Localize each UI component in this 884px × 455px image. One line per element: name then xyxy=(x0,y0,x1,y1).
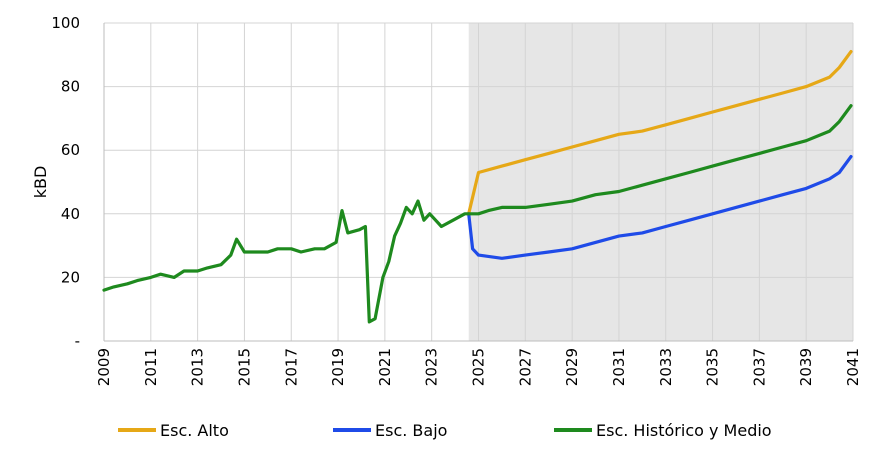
series-line-0 xyxy=(467,49,853,216)
y-axis-title: kBD xyxy=(31,166,50,199)
legend-item-alto: Esc. Alto xyxy=(118,414,229,446)
y-tick-label: 20 xyxy=(61,268,80,286)
x-tick-label: 2011 xyxy=(142,348,160,386)
legend-label-bajo: Esc. Bajo xyxy=(375,420,448,440)
x-tick-label: 2039 xyxy=(797,348,815,386)
x-tick-label: 2031 xyxy=(610,348,628,386)
x-tick-label: 2041 xyxy=(844,348,862,386)
y-tick-label: - xyxy=(75,332,80,350)
x-tick-label: 2033 xyxy=(657,348,675,386)
x-tick-label: 2037 xyxy=(750,348,768,386)
legend-swatch-bajo xyxy=(333,428,371,432)
y-tick-label: 100 xyxy=(51,14,80,32)
x-tick-label: 2017 xyxy=(282,348,300,386)
series-line-2 xyxy=(102,104,853,324)
x-tick-label: 2035 xyxy=(704,348,722,386)
legend-label-alto: Esc. Alto xyxy=(160,420,229,440)
x-tick-label: 2019 xyxy=(329,348,347,386)
x-tick-label: 2029 xyxy=(563,348,581,386)
forecast-region xyxy=(468,23,853,341)
x-tick-label: 2023 xyxy=(423,348,441,386)
x-tick-label: 2025 xyxy=(470,348,488,386)
series-line-1 xyxy=(467,155,853,260)
legend-item-historico: Esc. Histórico y Medio xyxy=(554,414,772,446)
legend-item-bajo: Esc. Bajo xyxy=(333,414,447,446)
legend-swatch-alto xyxy=(118,428,156,432)
x-tick-label: 2013 xyxy=(189,348,207,386)
legend-label-historico: Esc. Histórico y Medio xyxy=(596,420,772,440)
legend-swatch-historico xyxy=(554,428,592,432)
legend: Esc. Alto Esc. Bajo Esc. Histórico y Med… xyxy=(0,414,884,446)
x-tick-label: 2009 xyxy=(95,348,113,386)
x-tick-label: 2015 xyxy=(235,348,253,386)
y-tick-label: 80 xyxy=(61,78,80,96)
y-tick-label: 60 xyxy=(61,141,80,159)
y-tick-label: 40 xyxy=(61,205,80,223)
x-tick-label: 2021 xyxy=(376,348,394,386)
line-chart: - 20 40 60 80 100 2009 2011 2013 2015 2017 2019 2021… xyxy=(31,14,862,386)
x-tick-label: 2027 xyxy=(516,348,534,386)
